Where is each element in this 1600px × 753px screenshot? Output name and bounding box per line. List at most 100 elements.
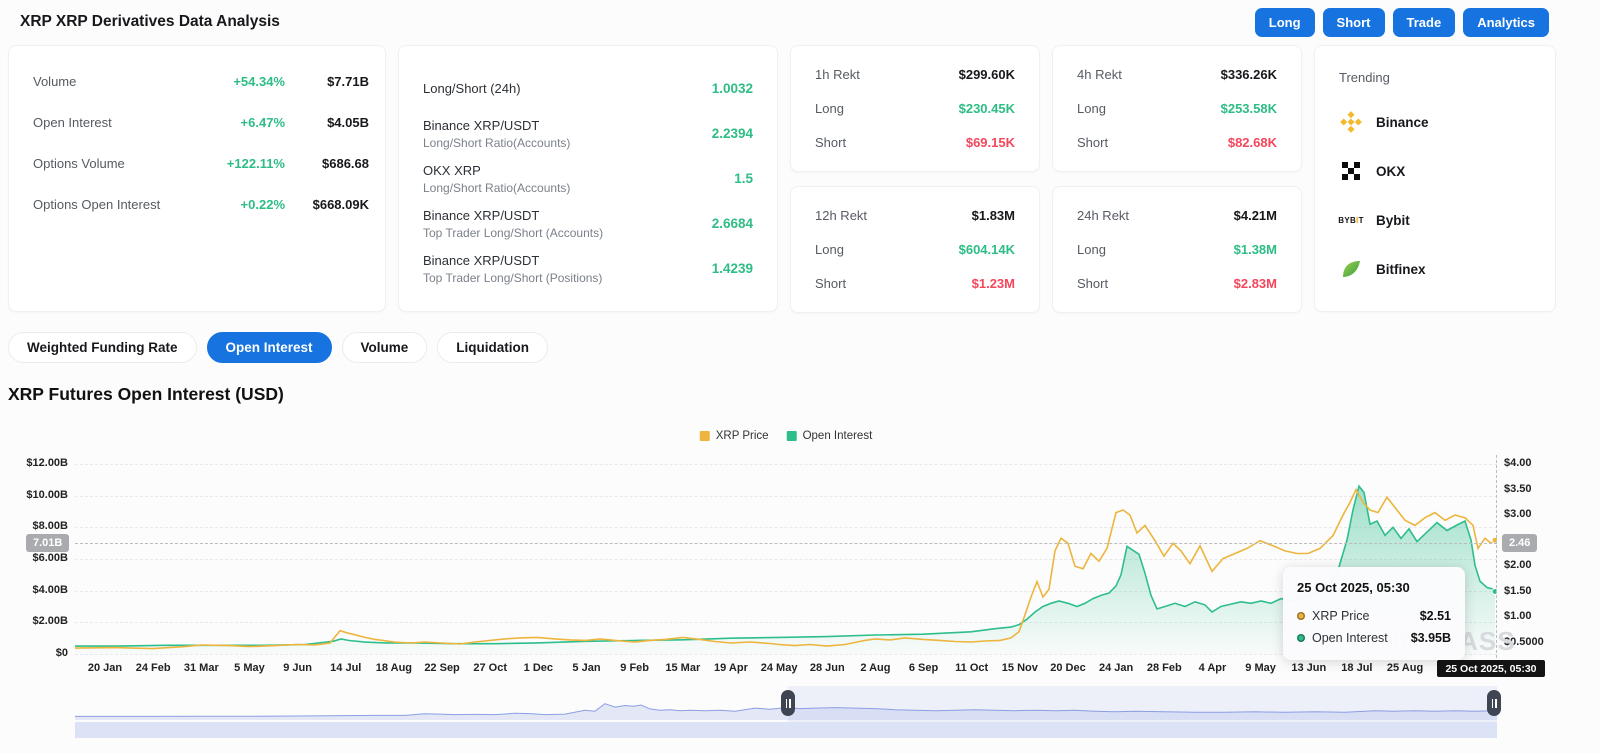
long-button[interactable]: Long [1254,8,1315,37]
chart-section-title: XRP Futures Open Interest (USD) [8,384,284,404]
trending-exchange-name: Binance [1376,114,1429,130]
navigator-left-handle[interactable] [781,690,795,716]
right-axis-tick: $2.00 [1504,559,1532,572]
trending-exchange-name: OKX [1376,163,1406,179]
main-chart-plot[interactable] [75,455,1497,655]
rekt-long-value: $253.58K [1220,101,1277,116]
gridline-10b [75,495,1497,497]
trending-exchange-name: Bybit [1376,212,1410,228]
x-axis-tick: 24 Jan [1099,662,1134,674]
gridline-8b [75,527,1497,529]
ratio-labels: Binance XRP/USDT Long/Short Ratio(Accoun… [423,118,712,150]
x-axis-tick: 14 Jul [330,662,362,674]
rekt-total-value: $336.26K [1220,67,1277,82]
okx-icon [1339,159,1363,183]
trending-item-bitfinex[interactable]: Bitfinex [1339,256,1531,282]
legend-item-xrp-price[interactable]: XRP Price [699,430,769,442]
right-axis-tick: $0.5000 [1504,636,1544,648]
stat-row: Volume +54.34% $7.71B [33,74,369,89]
stat-label: Options Open Interest [33,197,161,212]
tab-volume[interactable]: Volume [341,332,428,363]
long-short-ratio-card: Long/Short (24h) 1.0032 Binance XRP/USDT… [398,45,778,312]
rekt-title: 12h Rekt [815,208,868,223]
rekt-long-row: Long $604.14K [815,242,1015,257]
open-interest-area [75,486,1495,654]
x-axis-tick: 22 Sep [424,662,460,674]
rekt-total-row: 24h Rekt $4.21M [1077,208,1277,223]
x-axis-tick: 5 Jan [572,662,601,674]
ratio-sub-label: Top Trader Long/Short (Positions) [423,270,603,285]
x-axis-tick: 24 Feb [135,662,171,674]
ratio-row: Binance XRP/USDT Top Trader Long/Short (… [423,201,753,246]
stat-value: $668.09K [312,197,369,212]
ratio-labels: Binance XRP/USDT Top Trader Long/Short (… [423,208,712,240]
bitfinex-icon [1339,257,1363,281]
left-axis-tick: $10.00B [26,488,68,501]
rekt-short-label: Short [1077,135,1109,150]
ratio-row: Long/Short (24h) 1.0032 [423,66,753,111]
navigator-scroll-track[interactable] [75,722,1497,738]
open-interest-series-dot-icon [1297,634,1305,642]
chart-legend: XRP Price Open Interest [699,430,873,442]
analytics-button[interactable]: Analytics [1463,8,1549,37]
legend-swatch-icon [699,431,710,441]
stat-row: Open Interest +6.47% $4.05B [33,115,369,130]
short-button[interactable]: Short [1322,8,1385,37]
ratio-row: Binance XRP/USDT Long/Short Ratio(Accoun… [423,111,753,156]
x-axis-tick: 15 Mar [665,662,701,674]
crosshair-date-badge: 25 Oct 2025, 05:30 [1437,660,1545,677]
tab-liquidation[interactable]: Liquidation [437,332,549,363]
crosshair-vertical-line [1496,455,1497,663]
ratio-labels: OKX XRP Long/Short Ratio(Accounts) [423,163,734,195]
tooltip-oi-label: Open Interest [1312,631,1388,645]
navigator-right-handle[interactable] [1487,690,1501,716]
rekt-total-row: 4h Rekt $336.26K [1077,67,1277,82]
rekt-short-value: $82.68K [1227,135,1277,150]
stats-card: Volume +54.34% $7.71B Open Interest +6.47… [8,45,386,312]
xrp-price-line [75,487,1496,650]
x-axis-tick: 20 Jan [87,662,123,674]
rekt-card-24h: 24h Rekt $4.21M Long $1.38M Short $2.83M [1052,186,1302,313]
x-axis-tick: 9 May [1245,662,1276,674]
left-axis-tick: $6.00B [32,552,68,564]
ratio-labels: Binance XRP/USDT Top Trader Long/Short (… [423,253,712,285]
x-axis-tick: 24 May [760,662,798,674]
navigator-selected-range[interactable] [788,686,1497,722]
legend-label: XRP Price [715,430,769,442]
tooltip-row-price: XRP Price $2.51 [1297,605,1451,627]
rekt-title: 1h Rekt [815,67,860,82]
rekt-total-row: 1h Rekt $299.60K [815,67,1015,82]
rekt-long-row: Long $253.58K [1077,101,1277,116]
page-title: XRP XRP Derivatives Data Analysis [20,13,280,30]
ratio-value: 1.5 [734,171,753,186]
tooltip-price-value: $2.51 [1419,609,1451,623]
rekt-short-row: Short $69.15K [815,135,1015,150]
crosshair-horizontal-line [75,543,1497,544]
crosshair-left-axis-badge: 7.01B [26,534,70,552]
rekt-long-row: Long $1.38M [1077,242,1277,257]
x-axis-tick: 25 Aug [1386,662,1424,674]
tab-weighted-funding-rate[interactable]: Weighted Funding Rate [8,332,197,363]
gridline-6b [75,559,1497,560]
chart-tooltip: 25 Oct 2025, 05:30 XRP Price $2.51 Open … [1283,567,1465,660]
trending-item-binance[interactable]: Binance [1339,109,1531,135]
x-axis-tick: 18 Aug [375,662,413,674]
rekt-long-value: $230.45K [958,101,1015,116]
gridline-12b [75,464,1497,465]
trade-button[interactable]: Trade [1392,8,1456,37]
trending-item-bybit[interactable]: BYBIT Bybit [1338,207,1531,233]
trending-title: Trending [1339,70,1390,85]
rekt-short-row: Short $82.68K [1077,135,1277,150]
trending-item-okx[interactable]: OKX [1339,158,1531,184]
left-axis-tick: $4.00B [32,583,68,596]
x-axis-tick: 9 Feb [620,662,650,674]
ratio-main-label: Long/Short (24h) [423,81,521,96]
tab-open-interest[interactable]: Open Interest [206,332,332,363]
legend-label: Open Interest [802,430,873,442]
rekt-short-value: $69.15K [965,135,1015,150]
ratio-sub-label: Long/Short Ratio(Accounts) [423,135,571,150]
legend-item-open-interest[interactable]: Open Interest [786,430,873,442]
gridline-2b [75,622,1497,624]
stat-value: $7.71B [327,74,369,89]
